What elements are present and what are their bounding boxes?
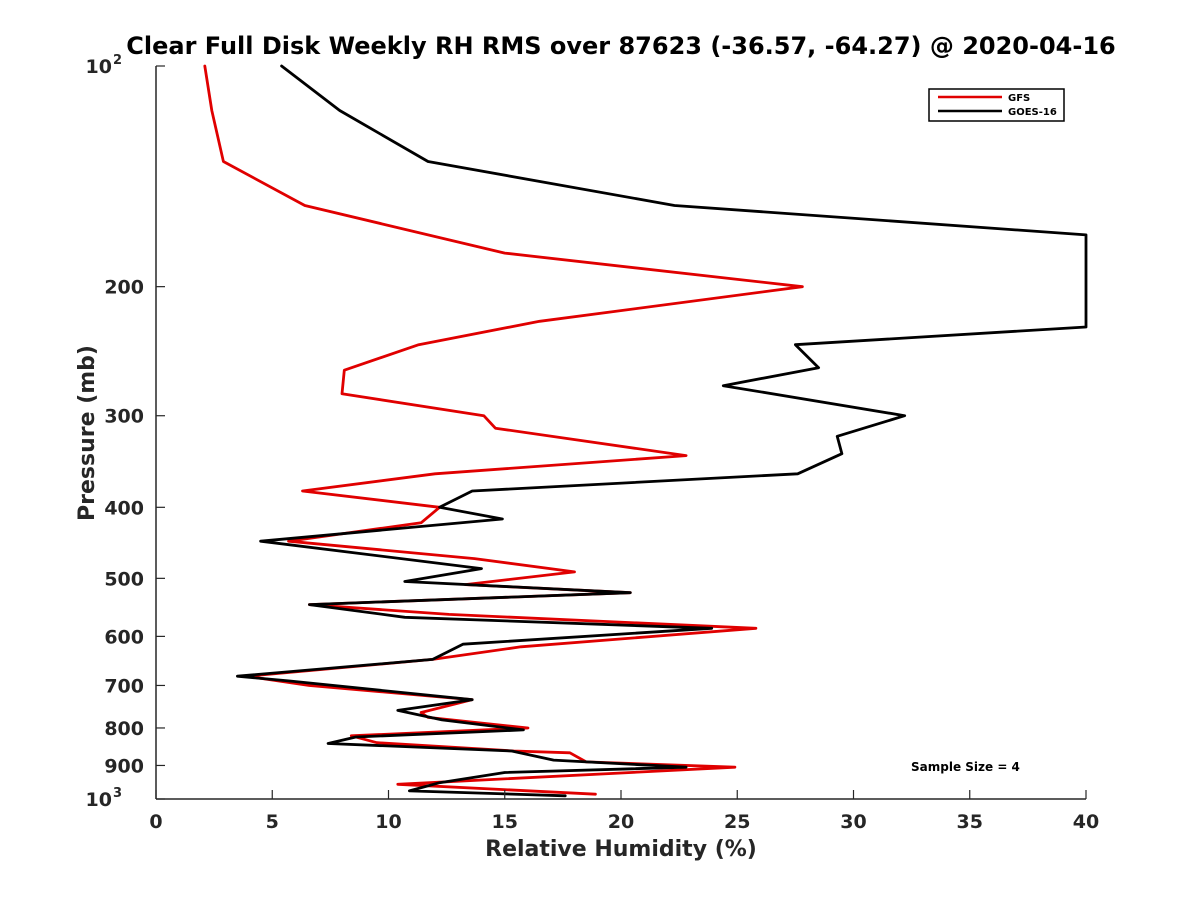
y-tick-label: 600 [104,626,144,648]
legend: GFS GOES-16 [928,88,1065,122]
y-tick-exponent: 2 [113,53,122,68]
legend-label-gfs: GFS [1008,93,1030,104]
y-tick-label: 900 [104,755,144,777]
series-layer [203,64,1088,798]
x-tick-label: 25 [724,811,750,833]
y-tick-exponent: 3 [113,786,122,801]
x-tick-label: 30 [840,811,866,833]
axes-layer: 0 5 10 15 20 25 30 35 40 102 200 300 400 500 600 700 800… [86,53,1100,833]
y-tick-label: 500 [104,568,144,590]
y-tick-label: 700 [104,675,144,697]
y-tick-label: 800 [104,718,144,740]
y-axis-label: Pressure (mb) [75,345,100,521]
y-tick-label: 102 [86,53,123,78]
x-tick-label: 40 [1073,811,1099,833]
legend-label-goes16: GOES-16 [1008,107,1057,118]
y-tick-label: 300 [104,406,144,428]
x-tick-label: 15 [492,811,518,833]
y-tick-label: 400 [104,497,144,519]
x-tick-label: 20 [608,811,634,833]
legend-box [928,88,1065,122]
x-tick-label: 0 [149,811,162,833]
series-line-goes16 [236,64,1088,798]
x-tick-label: 10 [375,811,401,833]
x-axis-label: Relative Humidity (%) [485,837,757,862]
sample-size-annotation: Sample Size = 4 [911,760,1020,774]
x-tick-label: 35 [957,811,983,833]
chart-title: Clear Full Disk Weekly RH RMS over 87623… [126,32,1115,60]
x-tick-label: 5 [266,811,279,833]
y-tick-label: 200 [104,277,144,299]
